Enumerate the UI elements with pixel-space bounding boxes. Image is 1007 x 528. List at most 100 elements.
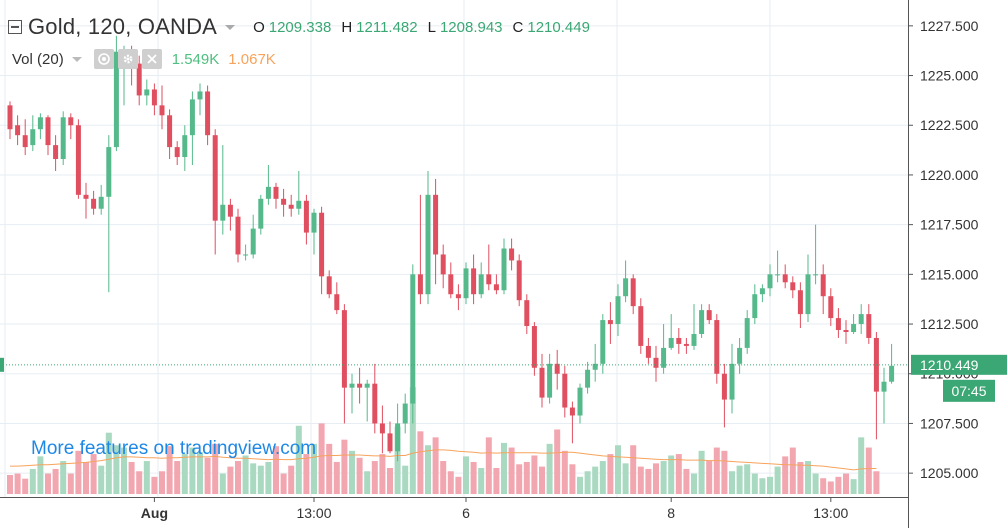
- gear-icon[interactable]: [117, 49, 138, 69]
- volume-bar: [235, 461, 241, 494]
- volume-bar: [615, 445, 621, 494]
- volume-bar: [554, 429, 561, 494]
- chevron-down-icon[interactable]: [225, 24, 236, 30]
- volume-bar: [463, 456, 469, 494]
- high-label: H: [341, 18, 353, 36]
- candle: [683, 337, 689, 354]
- candle-body: [258, 198, 264, 229]
- volume-bar: [577, 476, 583, 494]
- volume-bar: [698, 450, 705, 494]
- volume-bar: [67, 473, 74, 494]
- candle: [75, 119, 81, 199]
- y-tick-label: 1207.500: [920, 415, 979, 431]
- candle: [379, 405, 385, 454]
- candle-body: [471, 268, 477, 295]
- candle-body: [623, 278, 629, 297]
- candle: [714, 314, 720, 384]
- volume-bar: [569, 464, 576, 494]
- low-value: 1208.943: [439, 18, 503, 36]
- volume-bar: [470, 461, 477, 494]
- volume-bar: [143, 461, 150, 494]
- candle: [83, 182, 89, 219]
- volume-bar: [729, 471, 735, 494]
- candle-body: [524, 300, 530, 327]
- grid-lines: [0, 0, 908, 497]
- candle-body: [250, 228, 256, 255]
- candle: [296, 170, 302, 215]
- candle: [235, 208, 241, 263]
- candle-body: [516, 260, 522, 301]
- candle-body: [364, 383, 370, 388]
- open-label: O: [253, 18, 265, 36]
- candle-body: [653, 357, 659, 368]
- volume-bar: [797, 461, 804, 494]
- watermark-link[interactable]: More features on tradingview.com: [31, 438, 317, 459]
- candle-body: [189, 99, 195, 136]
- candle: [159, 85, 165, 130]
- candle-body: [706, 310, 712, 321]
- candle-body: [136, 63, 142, 96]
- candle: [501, 238, 507, 295]
- candle: [737, 337, 743, 374]
- countdown-label: 07:45: [951, 383, 986, 399]
- volume-ma: [10, 449, 877, 471]
- volume-bar: [166, 446, 173, 494]
- volume-bar: [219, 473, 226, 494]
- last-price-left-marker: [0, 357, 4, 372]
- candle: [531, 322, 537, 376]
- candle-body: [357, 383, 363, 388]
- eye-icon[interactable]: [93, 49, 114, 69]
- volume-bar: [242, 455, 249, 494]
- volume-bar: [850, 479, 857, 494]
- candle: [197, 83, 203, 116]
- volume-bar: [539, 466, 545, 494]
- volume-bar: [767, 476, 773, 494]
- x-tick-label: 13:00: [296, 505, 331, 521]
- candle-body: [813, 274, 819, 276]
- volume-bar: [52, 468, 59, 494]
- volume-bar: [789, 447, 796, 494]
- candle: [144, 79, 150, 106]
- volume-bar: [873, 471, 880, 494]
- volume-bar: [516, 464, 523, 494]
- volume-bar: [523, 461, 530, 494]
- candle: [516, 254, 522, 307]
- candle-body: [144, 89, 150, 96]
- candle-body: [759, 288, 765, 295]
- candle-body: [714, 320, 720, 374]
- candle-body: [227, 204, 233, 217]
- symbol-title[interactable]: Gold, 120, OANDA: [28, 14, 218, 39]
- candle-body: [615, 296, 621, 325]
- candle-body: [30, 129, 36, 146]
- volume-bar: [280, 473, 287, 494]
- collapse-icon[interactable]: [8, 20, 22, 34]
- volume-bar: [607, 454, 614, 494]
- candle: [311, 208, 317, 255]
- candle-body: [159, 105, 165, 116]
- volume-bar: [250, 463, 257, 494]
- last-price-badge: [911, 354, 1007, 375]
- candle: [509, 238, 515, 271]
- candle-body: [68, 117, 74, 126]
- volume-bar: [691, 473, 697, 494]
- volume-bar: [440, 461, 447, 494]
- volume-ma-value: 1.067K: [228, 50, 276, 68]
- candle: [349, 373, 355, 414]
- candle-body: [379, 423, 385, 434]
- candle-body: [83, 194, 89, 199]
- candle-body: [440, 254, 446, 275]
- candle: [243, 244, 249, 261]
- chevron-down-icon[interactable]: [71, 56, 82, 62]
- candle-body: [37, 117, 43, 130]
- countdown-badge: [943, 379, 995, 402]
- candle-body: [212, 135, 218, 221]
- candle: [167, 109, 173, 160]
- candle: [303, 194, 309, 245]
- candle: [53, 135, 59, 171]
- volume-title[interactable]: Vol (20): [12, 50, 64, 68]
- volume-bar: [98, 465, 105, 494]
- close-icon[interactable]: [141, 49, 162, 69]
- candle: [341, 304, 347, 424]
